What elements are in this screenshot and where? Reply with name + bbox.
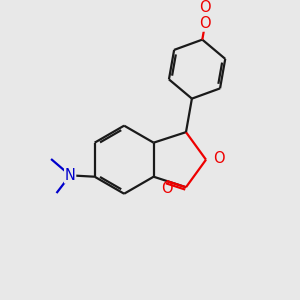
Text: O: O	[200, 0, 211, 15]
Text: N: N	[65, 168, 76, 183]
Text: O: O	[161, 181, 172, 196]
Text: O: O	[213, 151, 224, 166]
Text: O: O	[199, 16, 211, 31]
